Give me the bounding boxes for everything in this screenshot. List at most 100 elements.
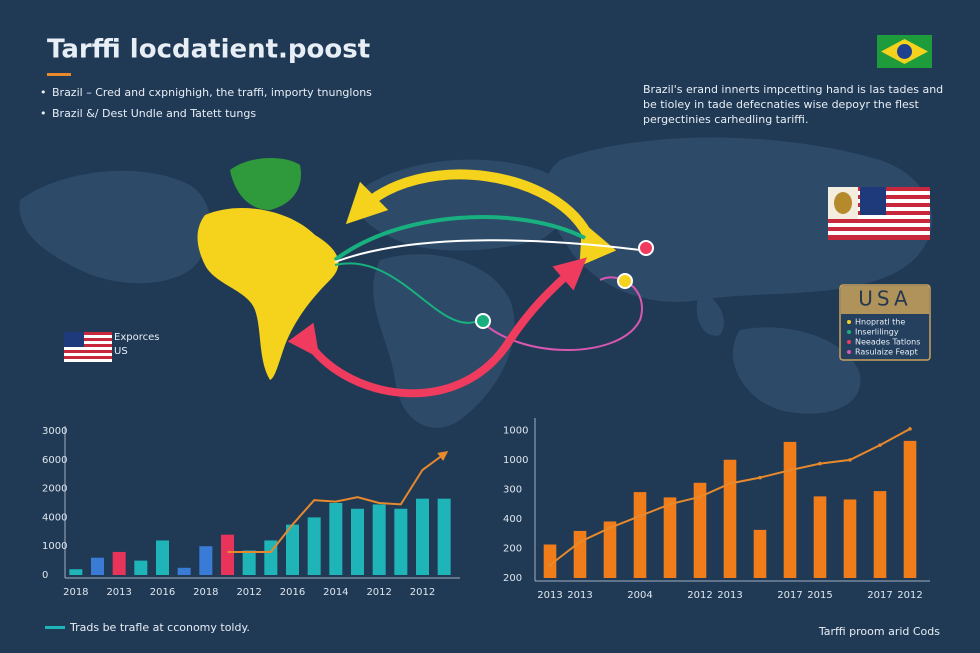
node: [475, 313, 491, 329]
line-point: [698, 495, 702, 499]
usa-item: Rasulaize Feapt: [855, 348, 918, 357]
usa-title: USA: [858, 287, 911, 311]
us-flag-small: [64, 332, 112, 362]
x-tick-label: 2016: [150, 587, 175, 598]
x-tick-label: 2012: [897, 590, 922, 601]
x-tick-label: 2012: [366, 587, 391, 598]
bar: [112, 551, 126, 575]
flag-label: Exporces: [114, 332, 159, 343]
line-point: [548, 563, 552, 567]
line-point: [908, 427, 912, 431]
bar: [286, 524, 299, 575]
bar: [753, 529, 767, 578]
y-tick-label: 4000: [42, 512, 67, 523]
trade-arrow: [333, 215, 586, 262]
bar: [873, 491, 887, 578]
bar: [663, 497, 677, 578]
title: Tarffi locdatient.poost: [47, 35, 370, 65]
bar: [603, 521, 617, 578]
trend-line: [227, 451, 449, 553]
flag-label: US: [114, 346, 128, 357]
bullet: •: [40, 107, 47, 120]
usa-item: Inserlilingy: [855, 328, 899, 337]
y-tick-label: 2000: [42, 484, 67, 495]
bar: [903, 440, 917, 578]
y-tick-label: 6000: [42, 455, 67, 466]
bar: [134, 560, 148, 575]
line-point: [728, 481, 732, 486]
x-tick-label: 2018: [63, 587, 88, 598]
footer-right: Tarffi proom arid Cods: [818, 625, 940, 638]
x-tick-label: 2012: [236, 587, 261, 598]
bullet-text: Brazil &/ Dest Undle and Tatett tungs: [52, 107, 256, 120]
bar: [813, 496, 827, 578]
x-tick-label: 2013: [567, 590, 592, 601]
bar: [242, 550, 256, 575]
bar: [69, 569, 83, 575]
y-tick-label: 200: [503, 573, 522, 584]
bar: [177, 567, 191, 575]
footer-left: Trads be trafle at cconomy toldy.: [69, 621, 250, 634]
line-point: [788, 468, 792, 473]
bar: [372, 504, 386, 575]
bar: [156, 540, 169, 575]
bar: [783, 441, 797, 578]
bullet: •: [40, 86, 47, 99]
paragraph-line: pergectinies carhedling tariffi.: [643, 113, 808, 126]
y-tick-label: 1000: [42, 541, 67, 552]
x-tick-label: 2004: [627, 590, 652, 601]
node: [617, 273, 633, 289]
bar: [693, 482, 707, 578]
trade-arrow: [345, 169, 617, 267]
x-tick-label: 2013: [106, 587, 131, 598]
bar: [437, 498, 451, 575]
x-tick-label: 2017: [777, 590, 802, 601]
bar: [633, 492, 647, 578]
usa-item: Hnopratl the: [855, 318, 905, 327]
bullet: [847, 350, 851, 354]
usa-box: [839, 284, 931, 361]
y-tick-label: 1000: [503, 425, 528, 436]
x-tick-label: 2013: [717, 590, 742, 601]
y-tick-label: 3000: [42, 426, 67, 437]
bar: [221, 534, 234, 575]
bullet: [847, 320, 851, 324]
x-tick-label: 2016: [280, 587, 305, 598]
bar: [199, 546, 213, 575]
y-tick-label: 400: [503, 514, 522, 525]
bar: [543, 544, 557, 578]
line-point: [878, 443, 882, 447]
line-point: [848, 458, 852, 462]
south-america: [197, 207, 339, 380]
x-tick-label: 2017: [867, 590, 892, 601]
bar: [723, 459, 737, 578]
bullet: [847, 340, 851, 344]
trade-arrow: [287, 257, 588, 398]
bar: [573, 530, 587, 578]
brazil-flag: [877, 35, 932, 68]
bar: [394, 508, 408, 575]
bar: [843, 499, 857, 578]
x-tick-label: 2014: [323, 587, 348, 598]
x-tick-label: 2015: [807, 590, 832, 601]
title-underline: [47, 73, 71, 76]
line-point: [608, 526, 612, 530]
line-point: [818, 461, 822, 466]
y-tick-label: 200: [503, 543, 522, 554]
paragraph-line: be tioley in tade defecnaties wise depoy…: [643, 98, 920, 111]
line-point: [668, 502, 672, 506]
bar: [416, 498, 429, 575]
line-point: [578, 540, 582, 544]
trade-arrow: [334, 239, 641, 263]
y-tick-label: 0: [42, 570, 48, 581]
bar: [307, 517, 321, 575]
bar: [351, 508, 364, 575]
bullet-text: Brazil – Cred and cxpnighigh, the traffi…: [52, 86, 372, 99]
footer-swatch: [45, 626, 65, 629]
bar: [329, 503, 343, 575]
paragraph-line: Brazil's erand innerts impcetting hand i…: [643, 83, 943, 96]
y-tick-label: 1000: [503, 455, 528, 466]
x-tick-label: 2013: [537, 590, 562, 601]
line-point: [758, 475, 762, 480]
